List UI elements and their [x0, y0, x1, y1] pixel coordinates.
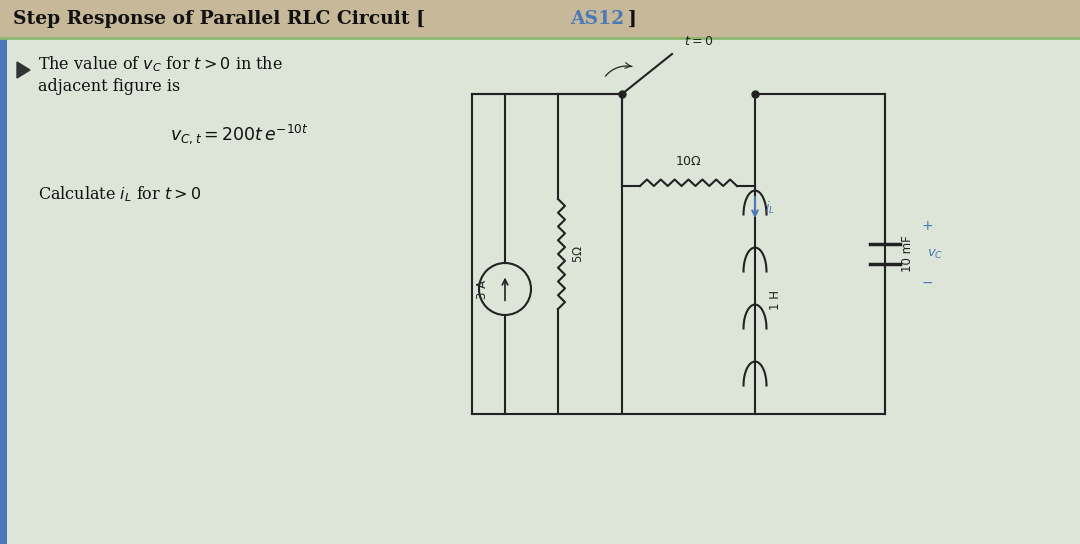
Text: 1 H: 1 H — [769, 290, 782, 310]
Text: $v_{C,t} = 200t\,e^{-10t}$: $v_{C,t} = 200t\,e^{-10t}$ — [170, 122, 309, 146]
Text: $i_L$: $i_L$ — [765, 200, 774, 215]
Text: Calculate $i_L$ for $t > 0$: Calculate $i_L$ for $t > 0$ — [38, 184, 201, 204]
FancyBboxPatch shape — [0, 0, 1080, 38]
Text: 3 A: 3 A — [476, 280, 489, 299]
Text: +: + — [921, 219, 933, 233]
Text: AS12: AS12 — [570, 9, 624, 28]
FancyBboxPatch shape — [0, 38, 6, 544]
Text: ]: ] — [627, 9, 637, 28]
Text: adjacent figure is: adjacent figure is — [38, 77, 180, 95]
Text: $v_C$: $v_C$ — [927, 248, 943, 261]
Text: 10 mF: 10 mF — [901, 236, 914, 273]
Polygon shape — [17, 62, 30, 78]
Text: $t = 0$: $t = 0$ — [684, 34, 713, 47]
Text: $5\Omega$: $5\Omega$ — [572, 245, 585, 263]
Text: $-$: $-$ — [921, 275, 933, 289]
Text: $10\Omega$: $10\Omega$ — [675, 155, 702, 168]
Text: Step Response of Parallel RLC Circuit [: Step Response of Parallel RLC Circuit [ — [13, 9, 426, 28]
Text: The value of $v_C$ for $t > 0$ in the: The value of $v_C$ for $t > 0$ in the — [38, 54, 283, 74]
